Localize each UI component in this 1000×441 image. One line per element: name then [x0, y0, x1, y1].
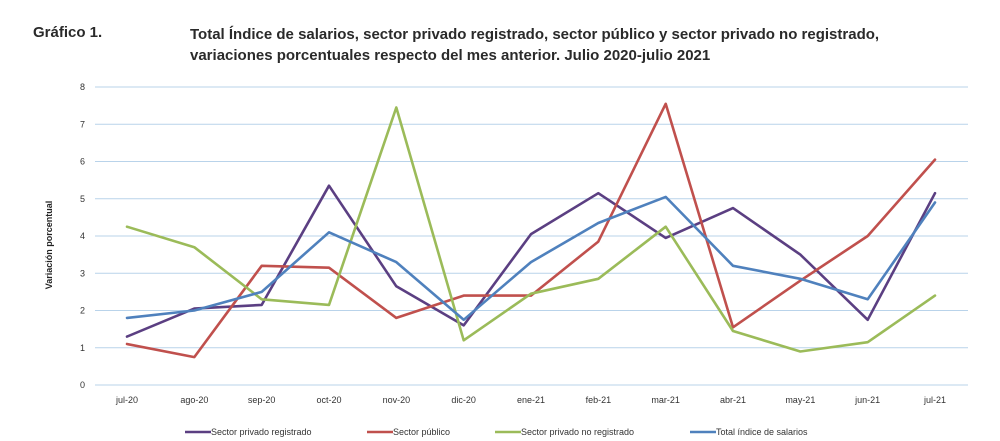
y-tick-label: 7 [80, 119, 85, 129]
x-tick-label: jun-21 [854, 395, 880, 405]
series-line-2 [125, 102, 937, 359]
x-axis-ticks: jul-20 ago-20 sep-20 oct-20 nov-20 dic-20 ene-… [115, 395, 946, 405]
x-tick-label: ago-20 [180, 395, 208, 405]
x-tick-label: may-21 [785, 395, 815, 405]
x-tick-label: abr-21 [720, 395, 746, 405]
series-line-1 [125, 184, 937, 338]
legend: Sector privado registrado Sector público S… [185, 427, 808, 437]
x-tick-label: jul-21 [923, 395, 946, 405]
x-tick-label: jul-20 [115, 395, 138, 405]
y-tick-label: 1 [80, 343, 85, 353]
y-tick-label: 6 [80, 157, 85, 167]
y-tick-label: 5 [80, 194, 85, 204]
x-tick-label: ene-21 [517, 395, 545, 405]
figure-label: Gráfico 1. [33, 24, 103, 41]
y-tick-label: 4 [80, 231, 85, 241]
legend-label: Sector público [393, 427, 450, 437]
x-tick-label: nov-20 [383, 395, 411, 405]
chart-title-line-2: variaciones porcentuales respecto del me… [190, 47, 711, 64]
y-tick-label: 8 [80, 82, 85, 92]
series-line-3 [125, 106, 937, 353]
y-axis-ticks: 0 1 2 3 4 5 6 7 8 [80, 82, 85, 390]
legend-label: Total índice de salarios [716, 427, 808, 437]
x-tick-label: oct-20 [316, 395, 341, 405]
y-axis-label: Variación porcentual [44, 201, 54, 290]
y-tick-label: 3 [80, 268, 85, 278]
x-tick-label: feb-21 [586, 395, 612, 405]
y-tick-label: 0 [80, 380, 85, 390]
x-tick-label: dic-20 [451, 395, 476, 405]
x-tick-label: sep-20 [248, 395, 276, 405]
chart-title-line-1: Total Índice de salarios, sector privado… [190, 26, 880, 43]
legend-label: Sector privado registrado [211, 427, 312, 437]
series-line-4 [125, 195, 937, 322]
y-tick-label: 2 [80, 306, 85, 316]
legend-label: Sector privado no registrado [521, 427, 634, 437]
gridlines [95, 86, 968, 386]
chart-title: Total Índice de salarios, sector privado… [190, 24, 970, 66]
series-lines [125, 102, 937, 359]
x-tick-label: mar-21 [651, 395, 680, 405]
